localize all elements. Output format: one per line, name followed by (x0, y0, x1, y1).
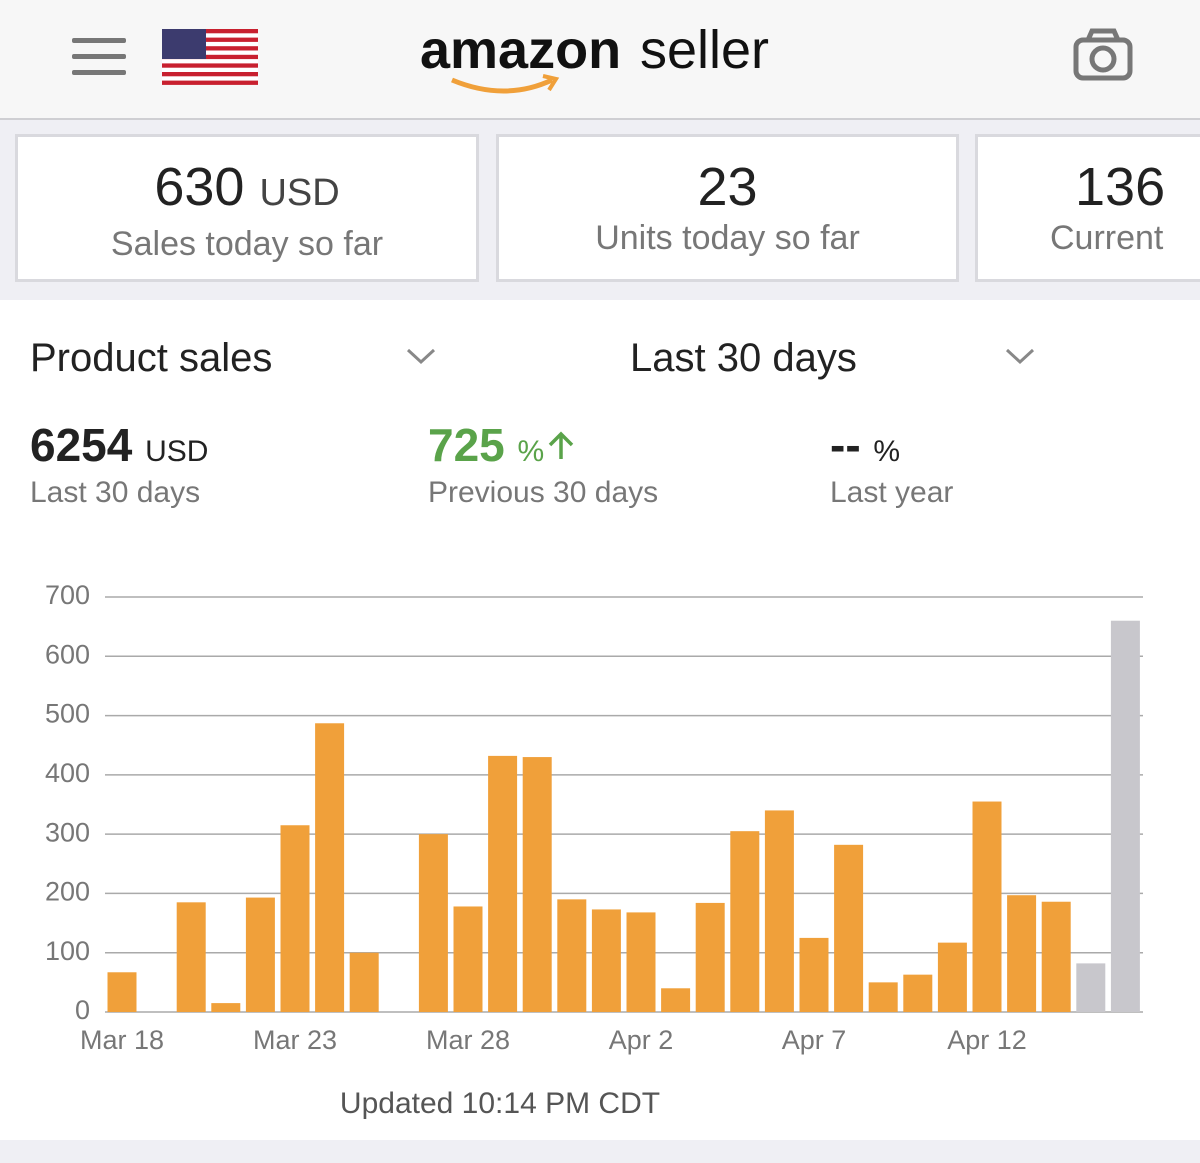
header: amazon seller (0, 0, 1200, 120)
bar (799, 937, 829, 1012)
period-selector[interactable]: Last 30 days (630, 336, 857, 380)
chevrons (406, 348, 1035, 365)
bar (522, 757, 552, 1012)
card-label: Units today so far (595, 219, 860, 257)
summary-value: -- % (830, 418, 900, 472)
card-value: 23 (697, 157, 758, 217)
chart: Updated 10:14 PM CDT 0 100 200 300 400 500 600… (45, 580, 1143, 1120)
bottom-bar (0, 1140, 1200, 1163)
bar (1007, 895, 1037, 1012)
up-arrow (548, 431, 574, 459)
units-card[interactable]: 23 Units today so far (496, 134, 959, 282)
card-label: Current (1050, 219, 1164, 257)
y-tick-label: 200 (45, 877, 90, 907)
bar (453, 906, 483, 1012)
bar (315, 723, 345, 1012)
summary-unit: USD (145, 435, 209, 468)
logo-smile (451, 77, 554, 94)
x-tick-label: Apr 12 (947, 1025, 1027, 1055)
bar (730, 831, 760, 1012)
y-tick-label: 600 (45, 639, 90, 669)
summary-number: -- (830, 419, 861, 471)
y-tick-label: 0 (75, 995, 90, 1025)
bar (972, 801, 1002, 1012)
bar (176, 902, 206, 1012)
summary-unit: % (517, 435, 545, 468)
summary-number: 6254 (30, 419, 133, 471)
chevron[interactable] (1005, 348, 1035, 365)
x-tick-label: Mar 28 (426, 1025, 510, 1055)
bar (349, 952, 379, 1012)
summary-label: Previous 30 days (428, 476, 659, 509)
bar (1041, 901, 1071, 1012)
card-unit: USD (259, 172, 340, 214)
bar (764, 810, 794, 1012)
bar (280, 825, 310, 1012)
card-label: Sales today so far (110, 225, 384, 263)
y-tick-label: 100 (45, 936, 90, 966)
menu-button[interactable] (72, 38, 126, 75)
summary-label: Last 30 days (30, 476, 201, 509)
y-tick-label: 300 (45, 817, 90, 847)
bar (903, 974, 933, 1012)
bar (626, 912, 656, 1012)
y-tick-label: 400 (45, 758, 90, 788)
bar (868, 982, 898, 1012)
summary-value: 6254 USD (30, 418, 208, 472)
header-icons: amazon seller (72, 20, 1133, 94)
cards: 630 USD Sales today so far 23 Units toda… (0, 120, 1200, 300)
sales-card[interactable]: 630 USD Sales today so far (15, 134, 479, 282)
camera-button[interactable] (1073, 28, 1133, 81)
bar (245, 897, 275, 1012)
bar (211, 1003, 241, 1012)
bar (695, 902, 725, 1012)
updated-note: Updated 10:14 PM CDT (340, 1087, 660, 1120)
bar (591, 909, 621, 1012)
bar (661, 988, 691, 1012)
x-tick-label: Mar 23 (253, 1025, 337, 1055)
card-value: 136 (1075, 157, 1166, 217)
bar (557, 899, 587, 1012)
card-value: 630 (154, 157, 245, 217)
bar (937, 942, 967, 1012)
logo-main: amazon (420, 20, 621, 80)
chevron[interactable] (406, 348, 436, 365)
x-tick-label: Apr 2 (609, 1025, 674, 1055)
bar (1076, 963, 1106, 1012)
bar (834, 844, 864, 1012)
x-tick-label: Mar 18 (80, 1025, 164, 1055)
bar (1110, 620, 1140, 1012)
logo-sub: seller (640, 20, 769, 80)
logo-arrow (542, 74, 560, 92)
flag[interactable] (162, 29, 258, 85)
bar (418, 834, 448, 1012)
x-tick-label: Apr 7 (782, 1025, 847, 1055)
bar (107, 972, 137, 1012)
y-tick-label: 500 (45, 699, 90, 729)
y-tick-label: 700 (45, 580, 90, 610)
summary-label: Last year (830, 476, 954, 509)
current-card[interactable]: 136 Current (975, 134, 1200, 282)
summary-number: 725 (428, 419, 505, 471)
metric-selector[interactable]: Product sales (30, 336, 273, 380)
summary-unit: % (873, 435, 901, 468)
bar (488, 755, 518, 1012)
summary-value: 725 % (428, 418, 578, 472)
